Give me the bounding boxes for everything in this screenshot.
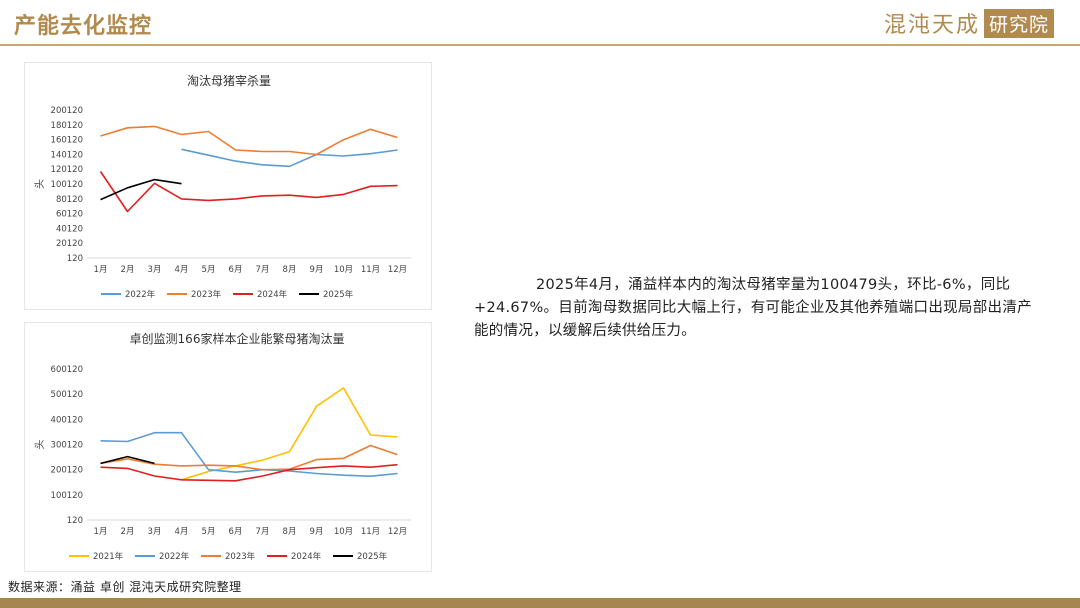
legend-label: 2021年 <box>93 551 124 562</box>
legend-label: 2024年 <box>291 551 322 562</box>
x-tick-label: 8月 <box>283 527 297 537</box>
y-tick-label: 20120 <box>56 239 83 249</box>
x-tick-label: 12月 <box>388 527 407 537</box>
x-tick-label: 11月 <box>361 527 380 537</box>
y-tick-label: 600120 <box>51 365 83 375</box>
footer-bar <box>0 598 1080 608</box>
x-tick-label: 6月 <box>229 265 243 275</box>
legend-label: 2023年 <box>225 551 256 562</box>
series-line-2021年 <box>181 387 398 481</box>
x-tick-label: 10月 <box>334 527 353 537</box>
x-tick-label: 2月 <box>121 527 135 537</box>
data-source: 数据来源：涌益 卓创 混沌天成研究院整理 <box>8 580 242 594</box>
legend-label: 2022年 <box>159 551 190 562</box>
y-tick-label: 60120 <box>56 210 83 220</box>
y-tick-label: 500120 <box>51 390 83 400</box>
x-tick-label: 8月 <box>283 265 297 275</box>
chart-sow-culling: 卓创监测166家样本企业能繁母猪淘汰量头 120 100120 200120 30012… <box>24 322 432 572</box>
y-tick-label: 100120 <box>51 491 83 501</box>
x-tick-label: 1月 <box>94 265 108 275</box>
series-line-2024年 <box>100 463 398 482</box>
x-tick-label: 2月 <box>121 265 135 275</box>
x-tick-label: 7月 <box>256 265 270 275</box>
y-axis-label: 头 <box>34 440 46 450</box>
header-divider <box>0 44 1080 46</box>
series-line-2022年 <box>181 148 398 168</box>
y-tick-label: 120 <box>67 254 83 264</box>
y-tick-label: 400120 <box>51 415 83 425</box>
analysis-paragraph: 2025年4月，涌益样本内的淘汰母猪宰量为100479头，环比-6%，同比+24… <box>474 277 1032 339</box>
chart-title: 淘汰母猪宰杀量 <box>187 73 271 88</box>
x-tick-label: 3月 <box>148 265 162 275</box>
x-tick-label: 4月 <box>175 527 189 537</box>
legend-label: 2025年 <box>357 551 388 562</box>
x-tick-label: 5月 <box>202 265 216 275</box>
series-line-2025年 <box>100 178 182 201</box>
logo: 混沌天成 研究院 <box>884 8 1054 38</box>
legend-label: 2024年 <box>257 289 288 300</box>
y-tick-label: 120120 <box>51 165 83 175</box>
legend-label: 2025年 <box>323 289 354 300</box>
chart-sow-slaughter: 淘汰母猪宰杀量头 120 20120 40120 60120 80120 100120 120… <box>24 62 432 310</box>
x-tick-label: 12月 <box>388 265 407 275</box>
header: 产能去化监控 混沌天成 研究院 <box>0 0 1080 46</box>
x-tick-label: 7月 <box>256 527 270 537</box>
x-tick-label: 6月 <box>229 527 243 537</box>
x-tick-label: 10月 <box>334 265 353 275</box>
series-line-2022年 <box>100 431 398 477</box>
logo-box: 研究院 <box>983 8 1054 38</box>
y-tick-label: 140120 <box>51 150 83 160</box>
legend-label: 2022年 <box>125 289 156 300</box>
y-tick-label: 200120 <box>51 466 83 476</box>
x-tick-label: 5月 <box>202 527 216 537</box>
y-tick-label: 160120 <box>51 136 83 146</box>
y-tick-label: 80120 <box>56 195 83 205</box>
x-tick-label: 9月 <box>310 265 324 275</box>
series-line-2023年 <box>100 444 398 471</box>
logo-text: 混沌天成 <box>883 13 980 38</box>
x-tick-label: 4月 <box>175 265 189 275</box>
y-tick-label: 40120 <box>56 224 83 234</box>
y-tick-label: 180120 <box>51 121 83 131</box>
series-line-2024年 <box>99 171 398 213</box>
chart-title: 卓创监测166家样本企业能繁母猪淘汰量 <box>130 331 345 346</box>
series-line-2025年 <box>100 455 155 465</box>
y-tick-label: 100120 <box>51 180 83 190</box>
x-tick-label: 1月 <box>94 527 108 537</box>
x-tick-label: 11月 <box>361 265 380 275</box>
series-line-2023年 <box>100 125 398 156</box>
legend-label: 2023年 <box>191 289 222 300</box>
y-tick-label: 300120 <box>51 441 83 451</box>
page-title: 产能去化监控 <box>14 13 153 39</box>
y-tick-label: 120 <box>67 516 83 526</box>
x-tick-label: 9月 <box>310 527 324 537</box>
x-tick-label: 3月 <box>148 527 162 537</box>
y-axis-label: 头 <box>34 179 46 189</box>
y-tick-label: 200120 <box>51 106 83 116</box>
